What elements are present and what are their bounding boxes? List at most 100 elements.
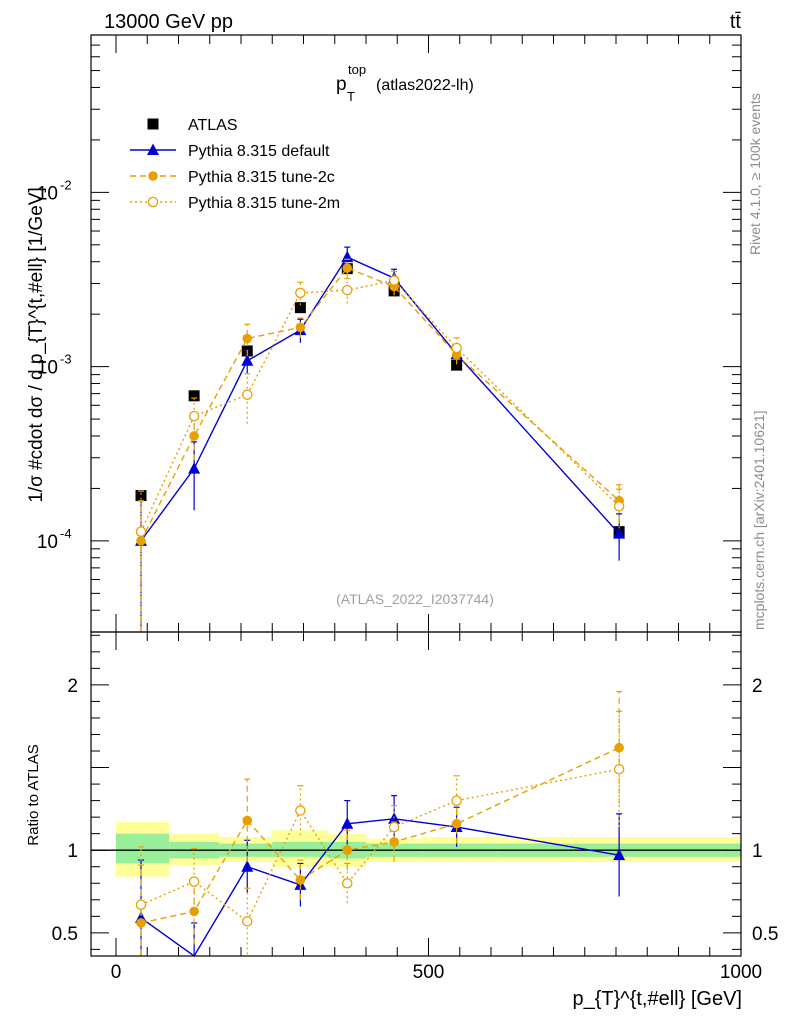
legend-label: ATLAS <box>188 117 238 134</box>
legend: ATLAS Pythia 8.315 default Pythia 8.315 tu… <box>130 117 340 212</box>
process-label: tt̄ <box>730 11 742 33</box>
main-y-tick-label-exponent: -2 <box>60 177 72 192</box>
data-point <box>451 342 462 354</box>
main-y-tick-label: 10 -3 <box>37 352 72 379</box>
ratio-y-axis-label: Ratio to ATLAS <box>25 744 42 845</box>
legend-entry: Pythia 8.315 default <box>130 143 330 160</box>
legend-label: Pythia 8.315 tune-2m <box>188 195 340 212</box>
legend-label: Pythia 8.315 tune-2c <box>188 169 335 186</box>
legend-entry: ATLAS <box>147 117 238 134</box>
main-y-tick-label-exponent: -4 <box>60 526 72 541</box>
beam-label: 13000 GeV pp <box>104 11 233 33</box>
data-point <box>241 916 253 927</box>
data-point <box>241 389 253 400</box>
main-series-pythia-8-315-tune-2c <box>136 258 624 632</box>
data-point <box>341 878 353 889</box>
data-point <box>613 848 626 861</box>
data-point <box>188 462 201 474</box>
data-point <box>613 527 626 539</box>
rivet-version-label: Rivet 4.1.0, ≥ 100k events <box>747 93 763 255</box>
x-axis-label: p_{T}^{t,#ell} [GeV] <box>572 988 742 1010</box>
legend-entry: Pythia 8.315 tune-2c <box>130 169 335 186</box>
main-y-tick-label-base: 10 <box>37 358 58 379</box>
data-point <box>341 284 353 296</box>
ratio-plot-frame <box>90 631 742 957</box>
data-point <box>388 275 400 286</box>
x-tick-label: 1000 <box>720 962 762 983</box>
main-y-tick-label: 10 -4 <box>37 526 72 553</box>
data-point <box>388 821 400 833</box>
data-point <box>295 805 306 816</box>
x-tick-label: 500 <box>413 962 445 983</box>
legend-marker <box>148 171 158 181</box>
data-point <box>241 354 254 366</box>
legend-marker <box>147 118 159 130</box>
ratio-y-tick-label: 2 <box>752 676 763 697</box>
data-point <box>242 333 253 344</box>
series-line <box>140 768 620 923</box>
series-line <box>140 279 620 532</box>
data-point <box>451 795 462 806</box>
data-point <box>135 899 147 911</box>
legend-label: Pythia 8.315 default <box>188 143 330 160</box>
data-point <box>189 906 199 917</box>
plot-title-tag: (atlas2022-lh) <box>376 77 474 94</box>
data-point <box>135 526 147 537</box>
data-point <box>295 322 306 333</box>
ratio-y-tick-label: 0.5 <box>52 924 78 945</box>
plot-title-p: p <box>336 74 347 95</box>
ratio-band-inner <box>116 833 170 864</box>
legend-entry: Pythia 8.315 tune-2m <box>130 195 340 212</box>
data-point <box>136 536 146 546</box>
legend-marker <box>147 196 159 208</box>
x-tick-label: 0 <box>111 962 122 983</box>
data-point <box>294 302 306 314</box>
main-y-axis-label: 1/σ #cdot dσ / d p_{T}^{t,#ell} [1/GeV] <box>26 187 47 502</box>
analysis-label: (ATLAS_2022_I2037744) <box>336 591 494 607</box>
data-point <box>341 817 354 829</box>
series-layer <box>135 246 626 958</box>
ratio-y-tick-label: 2 <box>67 676 78 697</box>
ratio-series-pythia-8-315-default <box>135 795 626 958</box>
data-point <box>188 410 200 422</box>
data-point <box>135 490 147 502</box>
ratio-series-pythia-8-315-tune-2c <box>136 690 624 956</box>
data-point <box>136 918 146 928</box>
plot-title: p top T (atlas2022-lh) (ATLAS_2022_I2037… <box>336 62 494 607</box>
main-y-tick-label-base: 10 <box>37 532 58 553</box>
data-point <box>295 875 306 885</box>
main-y-tick-label: 10 -2 <box>37 177 72 204</box>
plot-title-subscript: T <box>347 89 355 104</box>
plot-title-superscript: top <box>348 62 366 77</box>
series-line <box>140 256 620 542</box>
data-point <box>189 431 199 441</box>
data-point <box>342 845 353 856</box>
main-series-pythia-8-315-default <box>135 246 626 632</box>
data-point <box>342 263 353 273</box>
data-point <box>614 742 624 753</box>
data-point <box>188 390 200 402</box>
data-point <box>613 763 625 775</box>
data-point <box>613 501 625 512</box>
main-y-tick-label-exponent: -3 <box>60 352 72 367</box>
main-y-tick-label-base: 10 <box>37 183 58 204</box>
data-point <box>242 815 253 826</box>
ratio-y-tick-label: 1 <box>67 841 78 862</box>
ratio-y-tick-label: 1 <box>752 841 763 862</box>
data-point <box>295 287 306 299</box>
data-point <box>451 359 463 371</box>
data-point <box>241 860 254 872</box>
ratio-series-pythia-8-315-tune-2m <box>135 710 625 956</box>
ratio-uncertainty-bands <box>116 822 741 877</box>
main-series-atlas <box>135 263 625 538</box>
data-point <box>341 250 354 263</box>
data-point <box>188 876 200 887</box>
legend-marker <box>147 143 159 155</box>
series-line <box>140 267 620 542</box>
ratio-y-tick-label: 0.5 <box>752 924 778 945</box>
series-line <box>140 818 620 958</box>
main-series-pythia-8-315-tune-2m <box>135 270 625 625</box>
mcplots-label: mcplots.cern.ch [arXiv:2401.10621] <box>751 411 767 630</box>
